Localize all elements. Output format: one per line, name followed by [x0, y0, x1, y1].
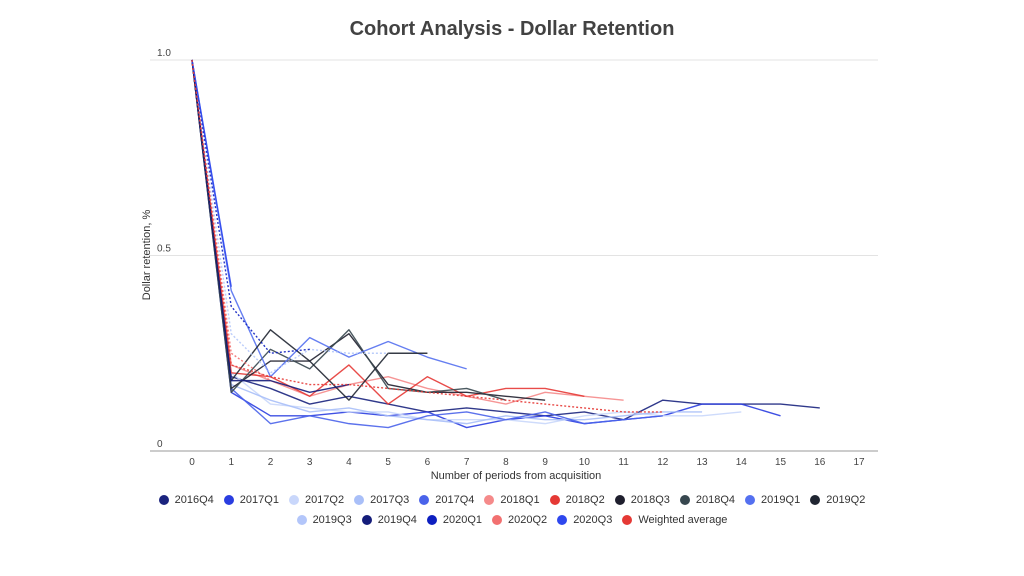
y-tick-label: 1.0 — [157, 48, 171, 59]
legend-label: 2018Q2 — [565, 494, 605, 506]
x-tick-label: 17 — [853, 457, 865, 468]
x-tick-label: 1 — [228, 457, 234, 468]
legend-item[interactable]: 2019Q3 — [296, 513, 352, 527]
legend-dot-icon — [158, 495, 169, 505]
legend-item[interactable]: 2017Q2 — [288, 493, 345, 507]
legend-label: 2017Q1 — [239, 494, 279, 506]
series-line-2017q1 — [191, 59, 781, 429]
series-line-2019q4 — [191, 59, 350, 394]
series-line-2018q1 — [191, 59, 624, 405]
legend-dot-icon — [361, 515, 372, 525]
legend-item[interactable]: 2018Q4 — [679, 493, 736, 507]
x-tick-label: 9 — [542, 457, 548, 468]
series-line-2019q1 — [191, 59, 467, 378]
legend-label: 2020Q3 — [573, 514, 613, 526]
legend-label: 2016Q4 — [174, 494, 214, 506]
x-axis-label: Number of periods from acquisition — [431, 470, 602, 482]
x-tick-label: 6 — [425, 457, 431, 468]
legend-dot-icon — [419, 495, 430, 505]
series-line-2018q2 — [191, 59, 585, 405]
series-line-2019q3 — [191, 59, 389, 374]
legend-dot-icon — [614, 495, 625, 505]
legend-item[interactable]: 2019Q1 — [745, 493, 800, 507]
legend-dot-icon — [745, 495, 756, 505]
legend-label: 2020Q2 — [508, 514, 548, 526]
x-tick-label: 0 — [189, 457, 195, 468]
legend-label: 2019Q3 — [312, 514, 352, 526]
legend-dot-icon — [354, 495, 365, 505]
legend-label: 2019Q2 — [826, 494, 866, 506]
legend-item[interactable]: 2017Q3 — [354, 493, 409, 507]
legend-dot-icon — [492, 515, 503, 525]
legend-dot-icon — [426, 515, 437, 525]
series-line-2020q1 — [191, 59, 310, 354]
legend-item[interactable]: 2020Q3 — [557, 513, 612, 527]
legend-dot-icon — [557, 515, 568, 525]
series-line-2020q3 — [191, 59, 232, 287]
legend-dot-icon — [296, 515, 307, 525]
series-line-2017q4 — [191, 59, 663, 429]
series-line-2020q2 — [191, 59, 271, 382]
legend-dot-icon — [622, 515, 633, 525]
chart-title: Cohort Analysis - Dollar Retention — [349, 18, 675, 40]
x-tick-label: 2 — [268, 457, 274, 468]
legend-item[interactable]: 2016Q4 — [158, 493, 214, 507]
x-tick-label: 3 — [307, 457, 313, 468]
legend-item[interactable]: 2019Q2 — [810, 493, 865, 507]
series-line-2017q3 — [191, 59, 703, 425]
legend-item[interactable]: 2017Q1 — [223, 493, 279, 507]
legend-label: 2020Q1 — [442, 514, 483, 526]
legend-item[interactable]: 2017Q4 — [419, 493, 474, 507]
x-tick-label: 8 — [503, 457, 509, 468]
legend-label: 2017Q3 — [370, 494, 410, 506]
chart-plot: 00.51.00 1 2 3 4 5 6 7 8 9 10 11 12 13 14 15 16 17Number … — [141, 48, 878, 482]
legend-item[interactable]: 2018Q2 — [549, 493, 605, 507]
x-tick-label: 11 — [618, 457, 629, 468]
legend-label: 2018Q4 — [695, 494, 736, 506]
x-tick-label: 5 — [385, 457, 391, 468]
legend-label: 2018Q3 — [630, 494, 670, 506]
legend-dot-icon — [223, 495, 234, 505]
legend: 2016Q4 2017Q1 2017Q2 2017Q3 2017Q4 2018Q1 2018… — [142, 493, 882, 527]
x-tick-label: 16 — [814, 457, 826, 468]
y-axis-label: Dollar retention, % — [141, 210, 153, 301]
series-line-2018q4 — [191, 59, 507, 401]
x-tick-label: 13 — [696, 457, 708, 468]
x-tick-label: 14 — [736, 457, 748, 468]
x-tick-label: 10 — [579, 457, 591, 468]
legend-label: 2018Q1 — [500, 494, 540, 506]
y-tick-label: 0.5 — [157, 244, 171, 255]
legend-item[interactable]: Weighted average — [622, 513, 727, 527]
legend-label: 2019Q4 — [377, 514, 417, 526]
legend-label: Weighted average — [638, 514, 728, 526]
legend-label: 2017Q4 — [435, 494, 475, 506]
x-tick-label: 12 — [657, 457, 669, 468]
legend-dot-icon — [810, 495, 821, 505]
y-tick-label: 0 — [157, 439, 163, 450]
x-tick-label: 4 — [346, 457, 352, 468]
legend-item[interactable]: 2020Q1 — [426, 513, 483, 527]
legend-dot-icon — [288, 495, 299, 505]
series-line-2016q4 — [191, 59, 820, 421]
legend-dot-icon — [484, 495, 495, 505]
legend-dot-icon — [679, 495, 690, 505]
series-line-2017q2 — [191, 59, 742, 425]
legend-label: 2019Q1 — [761, 494, 801, 506]
legend-item[interactable]: 2018Q3 — [614, 493, 670, 507]
x-tick-label: 15 — [775, 457, 787, 468]
x-tick-label: 7 — [464, 457, 470, 468]
legend-dot-icon — [549, 495, 560, 505]
legend-item[interactable]: 2018Q1 — [484, 493, 540, 507]
legend-item[interactable]: 2020Q2 — [492, 513, 547, 527]
legend-item[interactable]: 2019Q4 — [361, 513, 417, 527]
legend-label: 2017Q2 — [304, 494, 345, 506]
